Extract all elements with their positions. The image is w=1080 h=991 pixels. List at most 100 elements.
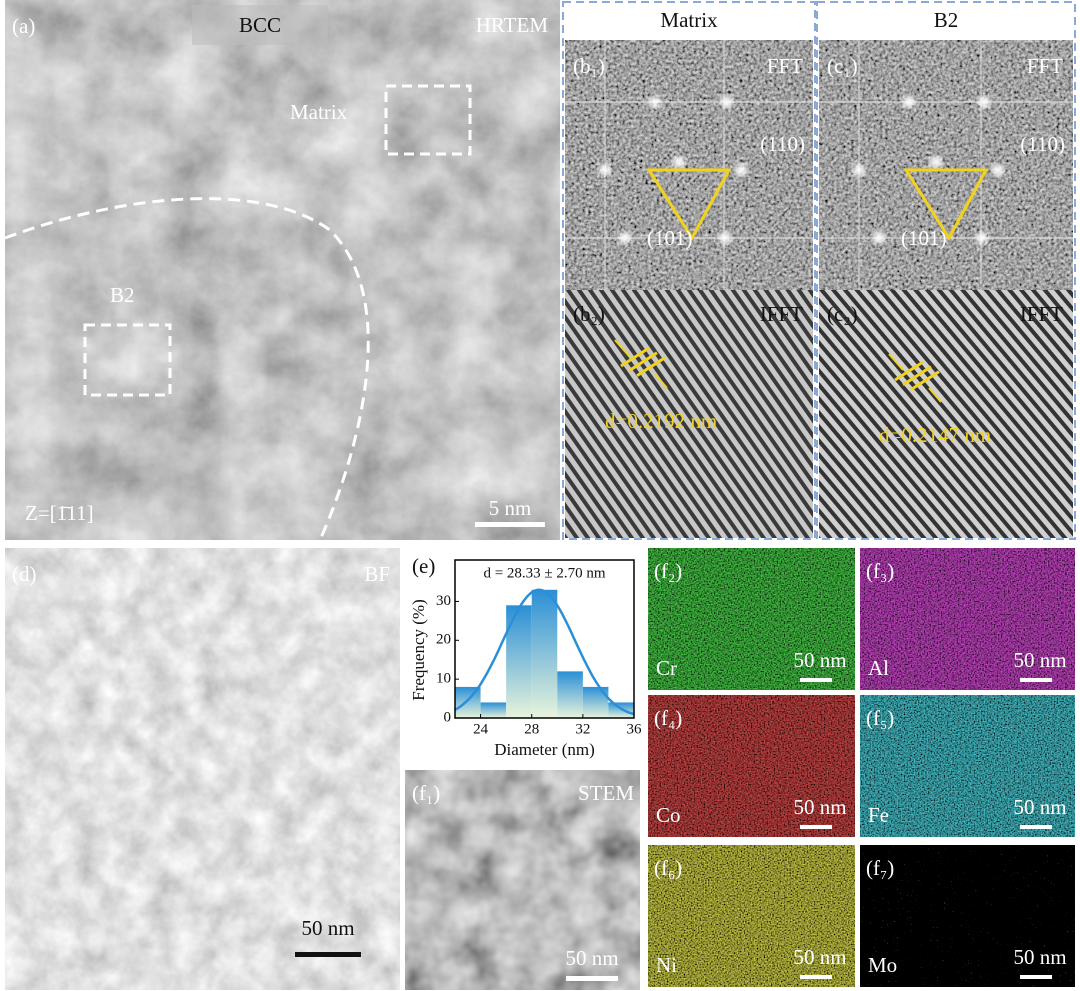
panel-label: (f₆) bbox=[654, 856, 682, 880]
chart-title: d = 28.33 ± 2.70 nm bbox=[483, 565, 605, 581]
scale-bar bbox=[295, 952, 361, 957]
spot bbox=[930, 156, 942, 168]
y-tick-label: 20 bbox=[436, 632, 451, 648]
element-map bbox=[648, 695, 855, 837]
mode-label: HRTEM bbox=[476, 13, 549, 37]
arrow bbox=[888, 353, 904, 371]
phase-label: BCC bbox=[239, 13, 281, 37]
y-tick-label: 0 bbox=[444, 709, 452, 725]
spot bbox=[992, 164, 1004, 176]
panel-label: (b₂) bbox=[573, 302, 605, 326]
spot-label: (110) bbox=[1020, 132, 1065, 156]
element-map bbox=[648, 548, 855, 690]
ifft-image bbox=[565, 290, 813, 538]
mode-label: IFFT bbox=[760, 302, 803, 326]
bar bbox=[506, 605, 532, 718]
y-tick-label: 10 bbox=[436, 671, 451, 687]
arrow bbox=[928, 387, 942, 403]
scale-label: 50 nm bbox=[1013, 945, 1066, 969]
panel-label: (f₁) bbox=[412, 781, 440, 805]
spacing-label: d=0.2147 nm bbox=[879, 423, 991, 447]
spot bbox=[619, 232, 631, 244]
spot bbox=[976, 232, 988, 244]
bcc-box bbox=[192, 5, 328, 45]
fringe-mark bbox=[636, 356, 666, 377]
fit-curve bbox=[454, 588, 635, 716]
scale-bar bbox=[1020, 678, 1052, 682]
element-map bbox=[648, 845, 855, 987]
zone-axis: Z=[1̄11] bbox=[25, 501, 94, 525]
y-axis-label: Frequency (%) bbox=[409, 599, 428, 701]
scale-label: 50 nm bbox=[1013, 648, 1066, 672]
hrtem-image bbox=[5, 0, 560, 540]
mode-label: IFFT bbox=[1020, 302, 1063, 326]
b2-box bbox=[83, 323, 172, 397]
scale-bar bbox=[800, 825, 832, 829]
spot bbox=[649, 96, 661, 108]
mode-label: FFT bbox=[767, 54, 803, 78]
x-tick-label: 36 bbox=[627, 721, 643, 737]
element-label: Cr bbox=[656, 656, 677, 680]
fringe-mark bbox=[910, 370, 940, 391]
spot bbox=[853, 164, 865, 176]
arrow bbox=[614, 339, 630, 357]
spot bbox=[673, 156, 685, 168]
scale-bar bbox=[475, 522, 545, 527]
scale-bar bbox=[1020, 975, 1052, 979]
frame bbox=[562, 1, 816, 540]
scale-bar bbox=[1020, 825, 1052, 829]
x-tick-label: 24 bbox=[473, 721, 489, 737]
scale-label: 50 nm bbox=[793, 945, 846, 969]
header-bg bbox=[565, 2, 813, 40]
spot-label: (101) bbox=[901, 226, 947, 250]
scale-label: 50 nm bbox=[301, 916, 354, 940]
element-map bbox=[860, 845, 1075, 987]
ifft-image bbox=[819, 290, 1073, 538]
mode-label: STEM bbox=[578, 781, 634, 805]
element-label: Al bbox=[868, 656, 889, 680]
spot bbox=[599, 164, 611, 176]
spot bbox=[719, 232, 731, 244]
triangle bbox=[646, 168, 732, 241]
spot bbox=[873, 232, 885, 244]
boundary bbox=[4, 197, 370, 541]
bf-image bbox=[5, 548, 400, 990]
element-label: Mo bbox=[868, 953, 897, 977]
bar bbox=[608, 702, 634, 718]
triangle bbox=[903, 168, 989, 241]
spot bbox=[978, 96, 990, 108]
panel-label: (c₁) bbox=[827, 54, 858, 78]
bar bbox=[557, 671, 583, 718]
element-label: Ni bbox=[656, 953, 677, 977]
x-tick-label: 28 bbox=[524, 721, 539, 737]
spot bbox=[721, 96, 733, 108]
scale-bar bbox=[566, 976, 618, 981]
element-map bbox=[860, 548, 1075, 690]
fringe-mark bbox=[620, 346, 650, 368]
panel-label: (b₁) bbox=[573, 54, 605, 78]
arrow bbox=[654, 373, 668, 389]
panel-label: (d) bbox=[12, 562, 37, 586]
scale-label: 5 nm bbox=[489, 496, 532, 520]
plot-frame bbox=[454, 559, 635, 719]
panel-label: (f₃) bbox=[866, 559, 894, 583]
panel-label: (f₂) bbox=[654, 559, 682, 583]
panel-label: (f₄) bbox=[654, 706, 682, 730]
header-bg bbox=[819, 2, 1073, 40]
scale-bar bbox=[800, 975, 832, 979]
fringe-mark bbox=[902, 365, 932, 387]
stem-image bbox=[405, 770, 640, 990]
bar bbox=[582, 686, 609, 718]
element-label: Fe bbox=[868, 803, 889, 827]
header: Matrix bbox=[660, 8, 718, 32]
scale-label: 50 nm bbox=[565, 946, 618, 970]
x-tick-label: 32 bbox=[575, 721, 590, 737]
panel-label: (c₂) bbox=[827, 302, 858, 326]
scale-label: 50 nm bbox=[793, 795, 846, 819]
y-tick-label: 30 bbox=[436, 593, 451, 609]
frame bbox=[816, 1, 1076, 540]
spacing-label: d=0.2192 nm bbox=[605, 409, 717, 433]
panel-label: (f₇) bbox=[866, 856, 894, 880]
fringe-mark bbox=[894, 360, 924, 382]
scale-label: 50 nm bbox=[1013, 795, 1066, 819]
